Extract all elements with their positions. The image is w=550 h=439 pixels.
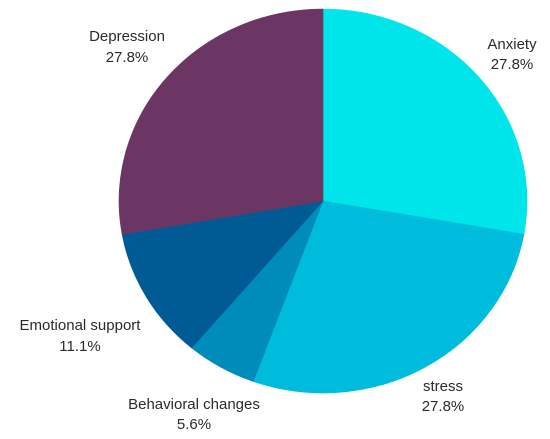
- pie-slices: [118, 8, 528, 394]
- pie-slice-emotional-support: [121, 200, 324, 349]
- pie-slice-stress: [252, 200, 525, 394]
- slice-value-anxiety: 27.8%: [491, 56, 534, 73]
- slice-label-behavioral-changes: Behavioral changes: [128, 396, 260, 413]
- pie-labels: Anxiety 27.8% stress 27.8% Behavioral ch…: [20, 28, 538, 433]
- slice-label-anxiety: Anxiety: [487, 36, 537, 53]
- slice-value-stress: 27.8%: [422, 398, 465, 415]
- slice-value-emotional-support: 11.1%: [59, 338, 100, 355]
- pie-slice-anxiety: [322, 8, 528, 235]
- slice-value-behavioral-changes: 5.6%: [177, 416, 211, 433]
- slice-label-emotional-support: Emotional support: [20, 317, 142, 334]
- slice-value-depression: 27.8%: [106, 49, 149, 66]
- slice-label-depression: Depression: [89, 28, 165, 45]
- pie-slice-depression: [118, 8, 324, 235]
- slice-label-stress: stress: [423, 378, 463, 395]
